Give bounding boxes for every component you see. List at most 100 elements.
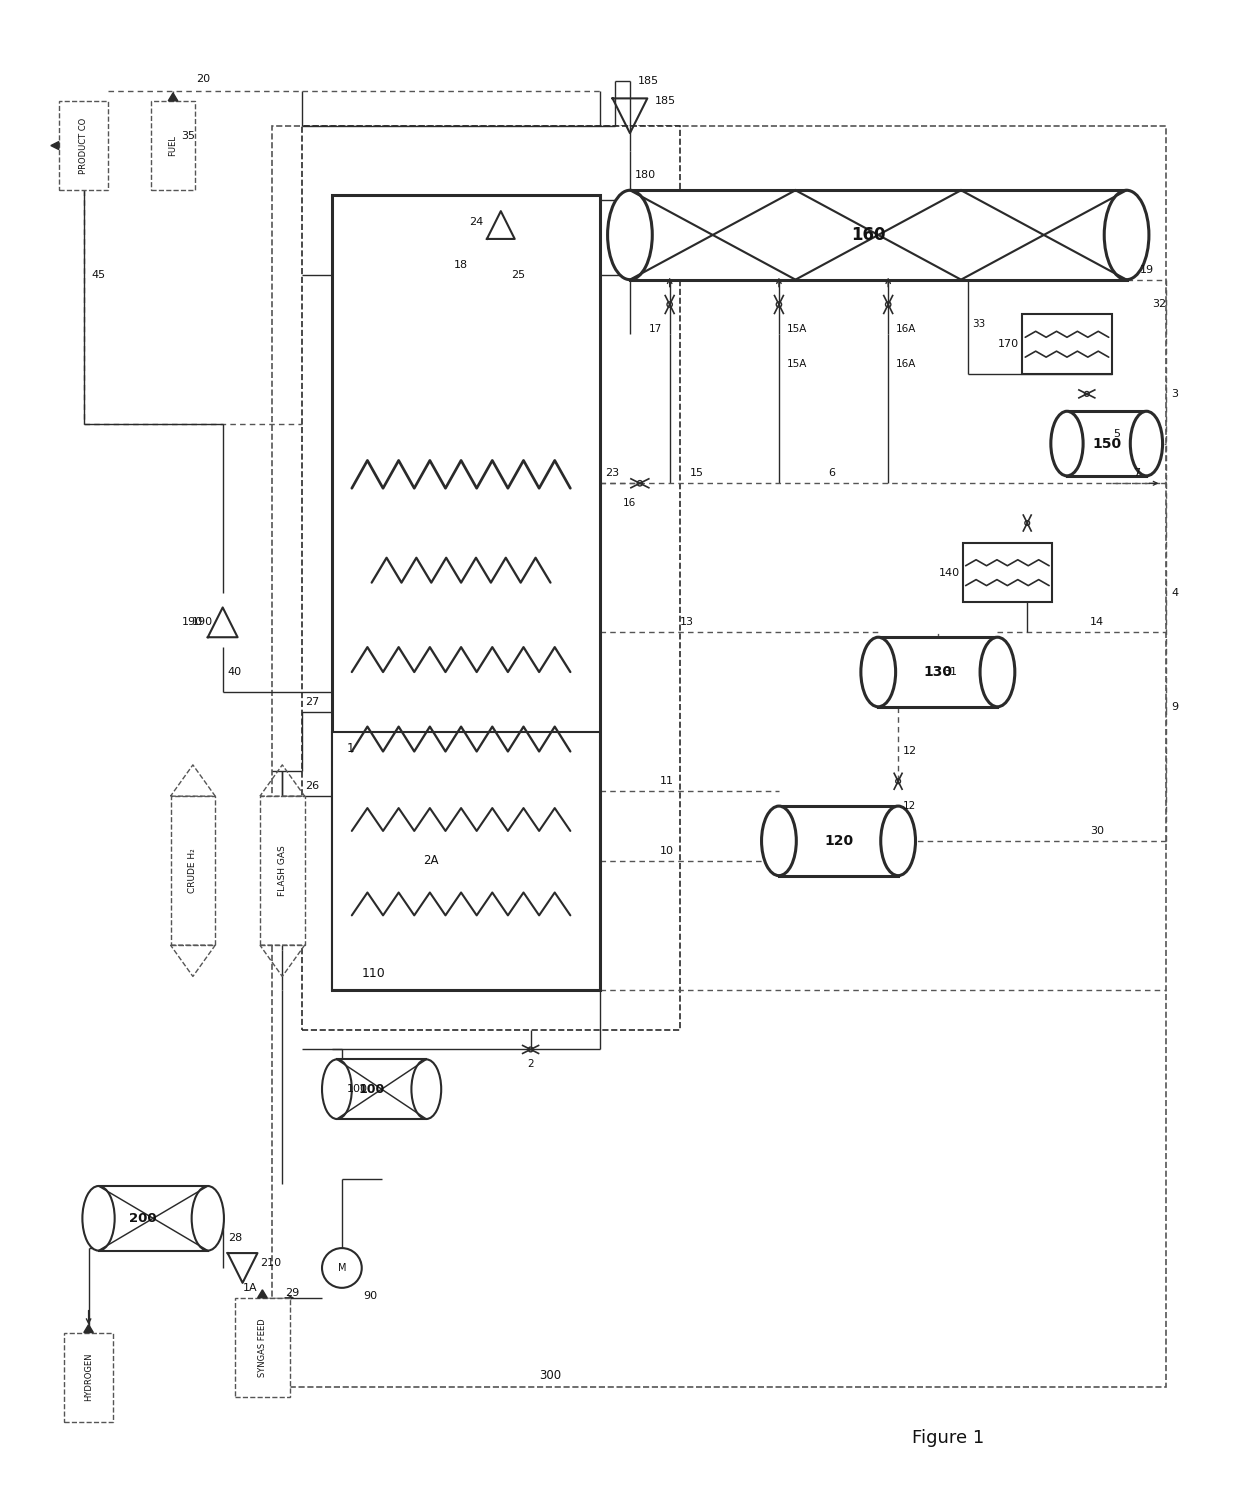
Text: 31: 31 bbox=[942, 667, 957, 676]
Text: 45: 45 bbox=[92, 270, 105, 279]
Text: 24: 24 bbox=[469, 216, 482, 227]
Ellipse shape bbox=[980, 638, 1014, 706]
Text: 10: 10 bbox=[660, 845, 673, 855]
Bar bbox=[332, 196, 600, 990]
Bar bbox=[878, 638, 997, 706]
Text: 130: 130 bbox=[924, 664, 952, 679]
Text: 1: 1 bbox=[347, 742, 355, 754]
Text: 7: 7 bbox=[1133, 469, 1140, 478]
Text: 140: 140 bbox=[939, 567, 960, 578]
Text: 150: 150 bbox=[1092, 436, 1121, 451]
Text: 2: 2 bbox=[527, 1060, 534, 1069]
Text: FUEL: FUEL bbox=[169, 136, 177, 155]
Bar bbox=[332, 732, 600, 990]
Text: M: M bbox=[337, 1263, 346, 1274]
Text: 40: 40 bbox=[228, 667, 242, 676]
Text: 20: 20 bbox=[196, 75, 210, 84]
Text: 300: 300 bbox=[539, 1369, 562, 1383]
Text: 30: 30 bbox=[1090, 826, 1104, 836]
Ellipse shape bbox=[192, 1185, 224, 1251]
Text: 11: 11 bbox=[660, 776, 673, 787]
Text: 100: 100 bbox=[358, 1082, 384, 1096]
Text: 190: 190 bbox=[182, 617, 203, 627]
Ellipse shape bbox=[1105, 190, 1149, 279]
Text: 13: 13 bbox=[680, 617, 693, 627]
Text: 200: 200 bbox=[129, 1212, 157, 1224]
Polygon shape bbox=[51, 142, 58, 149]
Bar bbox=[1066, 411, 1147, 476]
Text: 19: 19 bbox=[1140, 264, 1153, 275]
Text: 180: 180 bbox=[635, 170, 656, 181]
Text: 32: 32 bbox=[1152, 300, 1167, 309]
Text: 29: 29 bbox=[285, 1288, 299, 1297]
Bar bbox=[1022, 315, 1112, 375]
Text: PRODUCT CO: PRODUCT CO bbox=[79, 118, 88, 173]
Text: SYNGAS FEED: SYNGAS FEED bbox=[258, 1318, 267, 1377]
Text: 26: 26 bbox=[305, 781, 319, 791]
Ellipse shape bbox=[82, 1185, 114, 1251]
Ellipse shape bbox=[412, 1060, 441, 1118]
Ellipse shape bbox=[880, 806, 915, 875]
Text: 100: 100 bbox=[347, 1084, 368, 1094]
Polygon shape bbox=[169, 93, 177, 102]
Text: 110: 110 bbox=[362, 967, 386, 979]
Text: 12: 12 bbox=[903, 802, 916, 811]
Text: 15A: 15A bbox=[787, 324, 807, 334]
Ellipse shape bbox=[1131, 411, 1163, 476]
Text: CRUDE H₂: CRUDE H₂ bbox=[188, 848, 197, 893]
Bar bbox=[962, 543, 1052, 603]
Text: 185: 185 bbox=[655, 96, 676, 106]
Text: 33: 33 bbox=[972, 320, 986, 330]
Ellipse shape bbox=[608, 190, 652, 279]
Bar bbox=[337, 1060, 427, 1118]
Text: FLASH GAS: FLASH GAS bbox=[278, 845, 286, 896]
Text: Figure 1: Figure 1 bbox=[911, 1429, 983, 1447]
Text: 2A: 2A bbox=[424, 854, 439, 867]
Ellipse shape bbox=[322, 1060, 352, 1118]
Text: 16: 16 bbox=[624, 499, 636, 508]
Text: 6: 6 bbox=[828, 469, 836, 478]
Text: 14: 14 bbox=[1090, 617, 1104, 627]
Text: HYDROGEN: HYDROGEN bbox=[84, 1353, 93, 1402]
Bar bbox=[630, 190, 1127, 279]
Bar bbox=[98, 1185, 208, 1251]
Polygon shape bbox=[84, 1324, 93, 1333]
Text: 120: 120 bbox=[823, 835, 853, 848]
Text: 90: 90 bbox=[363, 1291, 378, 1300]
Text: 16A: 16A bbox=[897, 360, 916, 369]
Text: 1A: 1A bbox=[243, 1282, 258, 1293]
Text: 170: 170 bbox=[998, 339, 1019, 349]
Text: 4: 4 bbox=[1172, 588, 1178, 597]
Text: 15: 15 bbox=[689, 469, 703, 478]
Text: 3: 3 bbox=[1172, 388, 1178, 399]
Bar bbox=[63, 1333, 113, 1421]
Ellipse shape bbox=[1050, 411, 1083, 476]
Text: 12: 12 bbox=[903, 746, 918, 757]
Bar bbox=[151, 102, 196, 190]
Text: 27: 27 bbox=[305, 697, 319, 706]
Text: 18: 18 bbox=[454, 260, 469, 270]
Ellipse shape bbox=[761, 806, 796, 875]
Text: 16A: 16A bbox=[897, 324, 916, 334]
Text: 23: 23 bbox=[605, 469, 619, 478]
Text: 35: 35 bbox=[181, 130, 195, 140]
Text: 28: 28 bbox=[228, 1233, 242, 1244]
Ellipse shape bbox=[861, 638, 895, 706]
Bar bbox=[273, 125, 1167, 1387]
Text: 5: 5 bbox=[1114, 428, 1120, 439]
Text: 185: 185 bbox=[637, 76, 658, 87]
Bar bbox=[171, 796, 216, 945]
Bar bbox=[303, 125, 680, 1030]
Bar bbox=[236, 1297, 290, 1397]
Polygon shape bbox=[258, 1290, 267, 1297]
Bar bbox=[779, 806, 898, 875]
Bar bbox=[58, 102, 108, 190]
Text: 190: 190 bbox=[192, 617, 213, 627]
Text: 210: 210 bbox=[260, 1259, 281, 1268]
Bar bbox=[260, 796, 305, 945]
Text: 17: 17 bbox=[649, 324, 662, 334]
Text: 9: 9 bbox=[1172, 702, 1178, 712]
Text: 25: 25 bbox=[511, 270, 525, 279]
Text: 15A: 15A bbox=[787, 360, 807, 369]
Text: 160: 160 bbox=[851, 225, 885, 243]
